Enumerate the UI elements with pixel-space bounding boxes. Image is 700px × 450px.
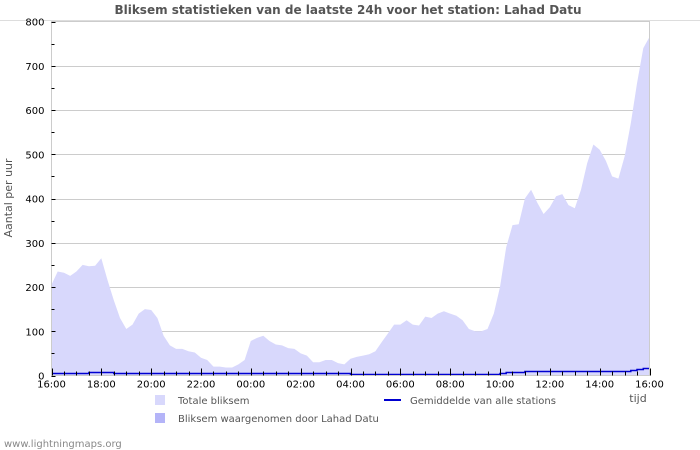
x-axis-title: tijd [629, 392, 646, 405]
legend: Totale bliksem Bliksem waargenomen door … [155, 395, 556, 425]
y-axis-title: Aantal per uur [2, 158, 15, 238]
x-tick-label: 08:00 [436, 380, 465, 391]
x-tick-label: 14:00 [585, 380, 614, 391]
legend-label-total: Totale bliksem [177, 396, 249, 407]
plot-frame [51, 21, 650, 376]
y-tick-label: 300 [25, 239, 44, 250]
x-tick-label: 16:00 [37, 380, 66, 391]
chart-title: Bliksem statistieken van de laatste 24h … [114, 3, 581, 17]
legend-swatch-total [155, 395, 165, 405]
y-tick-label: 100 [25, 327, 44, 338]
x-tick-label: 18:00 [87, 380, 116, 391]
x-tick-label: 22:00 [187, 380, 216, 391]
x-tick-label: 12:00 [535, 380, 564, 391]
x-tick-label: 10:00 [486, 380, 515, 391]
x-tick-label: 04:00 [336, 380, 365, 391]
y-axis: 0 100 200 300 400 500 600 700 800 [25, 18, 56, 383]
y-tick-label: 200 [25, 283, 44, 294]
footer-source-link[interactable]: www.lightningmaps.org [4, 439, 122, 450]
legend-label-average: Gemiddelde van alle stations [410, 396, 556, 407]
x-tick-label: 16:00 [635, 380, 664, 391]
y-tick-label: 400 [25, 195, 44, 206]
x-axis: 16:00 18:00 20:00 22:00 00:00 02:00 04:00 06:00… [37, 368, 664, 391]
y-tick-label: 0 [38, 372, 44, 383]
x-tick-label: 20:00 [137, 380, 166, 391]
y-tick-label: 800 [25, 18, 44, 29]
legend-label-station: Bliksem waargenomen door Lahad Datu [178, 414, 379, 425]
y-tick-label: 700 [25, 62, 44, 73]
legend-swatch-station [155, 413, 165, 423]
x-tick-label: 06:00 [386, 380, 415, 391]
y-tick-label: 600 [25, 106, 44, 117]
series-total-lightning-area [51, 37, 650, 376]
series-average-line [51, 367, 650, 376]
x-tick-label: 00:00 [236, 380, 265, 391]
x-tick-label: 02:00 [286, 380, 315, 391]
y-tick-label: 500 [25, 150, 44, 161]
